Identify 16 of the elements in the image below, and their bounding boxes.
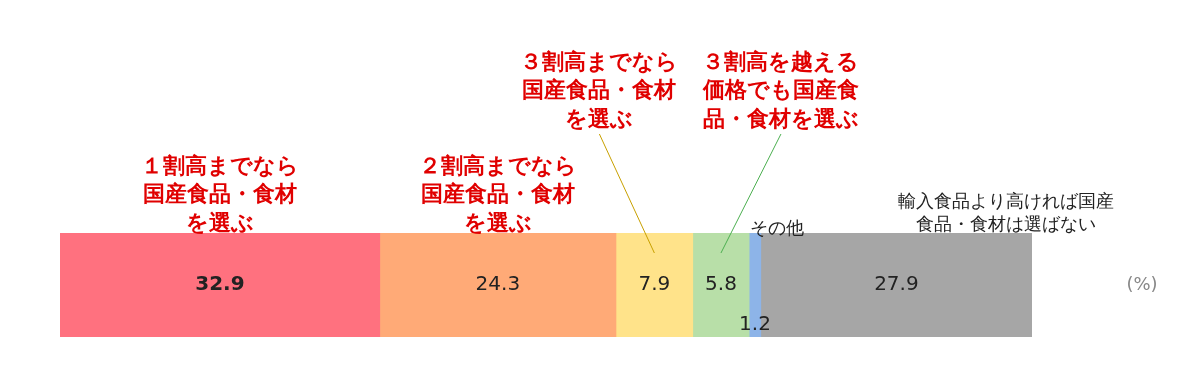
series-label: その他	[749, 217, 804, 238]
data-label: 7.9	[638, 271, 671, 296]
data-label: 27.9	[874, 271, 919, 296]
bar	[60, 233, 381, 337]
data-label: 32.9	[195, 271, 245, 296]
bar	[379, 233, 617, 337]
text: ３割高を越える価格でも国産食品・食材を選ぶ	[701, 48, 860, 131]
series-label: 輸入食品より高ければ国産食品・食材は選ばない	[898, 189, 1115, 234]
series-label: １割高までなら国産食品・食材を選ぶ	[140, 152, 299, 235]
text: (%)	[1126, 272, 1158, 294]
text: ３割高までなら国産食品・食材を選ぶ	[520, 48, 679, 131]
data-label: 1.2	[739, 311, 771, 336]
data-label: 5.8	[705, 271, 737, 296]
series-label: ２割高までなら国産食品・食材を選ぶ	[418, 152, 577, 235]
data-label: 24.3	[475, 271, 521, 296]
bar	[615, 233, 694, 337]
